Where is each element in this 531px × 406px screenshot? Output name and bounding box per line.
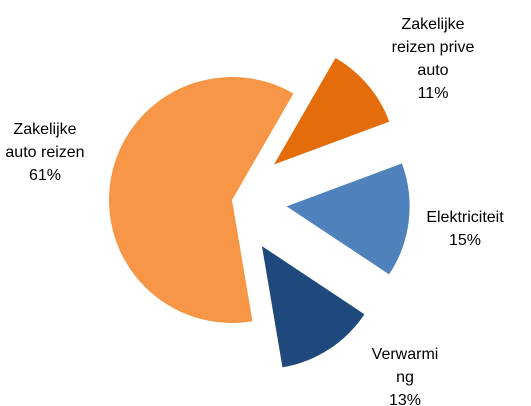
slice-label: Verwarming 13% — [368, 343, 442, 406]
pie-slice — [274, 57, 390, 165]
pie-slice — [261, 246, 365, 368]
value-label: 61% — [28, 167, 62, 184]
slice-label: Elektriciteit 15% — [400, 206, 530, 252]
category-label: Elektriciteit — [426, 209, 504, 226]
category-label: Zakelijke reizen prive auto — [391, 16, 475, 79]
slice-label: Zakelijke reizen prive auto 11% — [383, 13, 483, 105]
value-label: 15% — [448, 232, 482, 249]
value-label: 11% — [417, 85, 449, 102]
pie-slice — [109, 77, 294, 324]
pie-slice — [286, 163, 410, 275]
category-label: Verwarming — [371, 346, 439, 386]
category-label: Zakelijke auto reizen — [5, 121, 85, 161]
slice-label: Zakelijke auto reizen 61% — [0, 118, 90, 187]
value-label: 13% — [388, 392, 422, 406]
